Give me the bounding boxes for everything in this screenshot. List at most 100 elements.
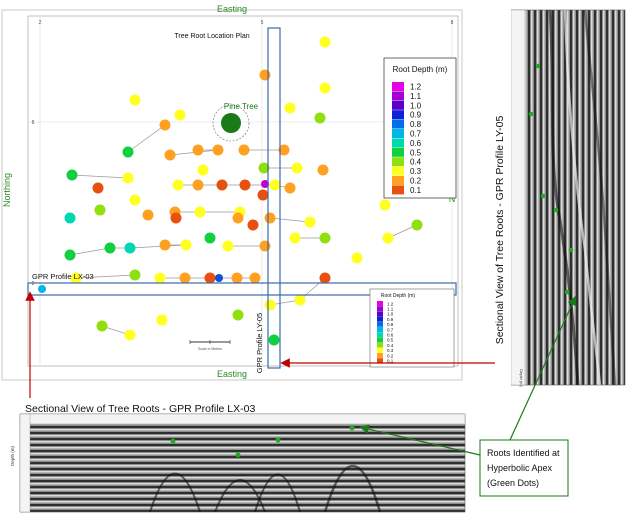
root-point: [197, 164, 209, 176]
root-apex-dot: [568, 247, 574, 253]
ly05-depth-label: Depth (m): [519, 369, 524, 387]
root-point: [268, 334, 280, 346]
legend-swatch: [377, 358, 383, 364]
root-points: [38, 36, 423, 346]
root-point: [94, 204, 106, 216]
root-point: [232, 309, 244, 321]
root-point: [179, 272, 191, 284]
root-point: [231, 272, 243, 284]
root-point: [215, 274, 223, 282]
root-point: [64, 212, 76, 224]
scale-caption: Scale in Meters: [198, 347, 222, 351]
legend-swatch: [377, 353, 383, 358]
connector-arrows: [25, 291, 577, 456]
root-apex-dot: [564, 289, 570, 295]
legend-swatch: [392, 147, 404, 157]
root-point: [64, 249, 76, 261]
lx03-section-title: Sectional View of Tree Roots - GPR Profi…: [25, 403, 255, 415]
root-point: [319, 36, 331, 48]
root-point: [70, 272, 82, 284]
lx03-section-panel: Sectional View of Tree Roots - GPR Profi…: [10, 403, 466, 513]
root-point: [142, 209, 154, 221]
root-point: [317, 164, 329, 176]
easting-bottom-label: Easting: [217, 369, 247, 379]
root-point: [129, 194, 141, 206]
root-point: [104, 242, 116, 254]
root-depth-legend: Root Depth (m) 1.21.11.00.90.80.70.60.50…: [383, 57, 457, 199]
root-apex-dot: [349, 425, 355, 431]
lx03-depth-label: Depth (m): [10, 446, 15, 467]
root-point: [291, 162, 303, 174]
legend-entry-label: 0.1: [387, 359, 394, 364]
root-point: [122, 146, 134, 158]
easting-top-label: Easting: [217, 4, 247, 14]
ly05-section-panel: Sectional View of Tree Roots - GPR Profi…: [491, 9, 626, 388]
root-point: [192, 144, 204, 156]
legend-entry-label: 0.8: [387, 322, 394, 327]
legend-swatch: [377, 327, 383, 332]
root-point: [257, 189, 269, 201]
scale-bar: [189, 340, 231, 344]
plan-title: Tree Root Location Plan: [174, 33, 249, 40]
legend-entry-label: 0.9: [410, 111, 422, 120]
root-point: [122, 172, 134, 184]
legend-entry-label: 1.0: [410, 101, 422, 110]
legend-entry-label: 0.3: [410, 167, 422, 176]
root-point: [194, 206, 206, 218]
legend-swatch: [377, 337, 383, 343]
legend-swatch: [392, 185, 404, 195]
root-apex-dot: [540, 193, 546, 199]
legend-entry-label: 1.1: [387, 307, 394, 312]
root-point: [319, 272, 331, 284]
root-apex-dot: [170, 438, 176, 444]
tick-label: 5: [261, 20, 264, 26]
root-point: [222, 240, 234, 252]
root-apex-dot: [553, 207, 559, 213]
root-apex-dot: [535, 63, 541, 69]
legend-swatch: [392, 138, 404, 148]
tick-label: 8: [32, 120, 35, 126]
legend-entry-label: 0.8: [410, 120, 422, 129]
root-apex-dot: [235, 452, 241, 458]
legend-entry-label: 0.4: [387, 343, 394, 348]
legend-entry-label: 1.0: [387, 312, 394, 317]
legend-swatch: [377, 332, 383, 338]
legend-entry-label: 0.6: [410, 139, 422, 148]
root-point: [269, 179, 281, 191]
root-point: [174, 109, 186, 121]
root-point: [258, 162, 270, 174]
root-point: [172, 179, 184, 191]
legend-swatch: [392, 129, 404, 138]
legend-entry-label: 0.7: [387, 327, 394, 332]
legend-swatch: [392, 119, 404, 129]
callout-line-1: Roots Identified at: [487, 448, 560, 458]
legend-entry-label: 1.2: [387, 301, 394, 306]
legend-entry-label: 0.7: [410, 130, 422, 139]
profile-ly05-box: [267, 27, 281, 369]
legend-swatch: [392, 82, 404, 91]
root-point: [204, 272, 216, 284]
legend-entry-label: 0.5: [410, 148, 422, 157]
legend-entry-label: 0.2: [410, 177, 422, 186]
root-point: [247, 219, 259, 231]
legend-entry-label: 0.5: [387, 338, 394, 343]
root-point: [351, 252, 363, 264]
legend-entry-label: 1.1: [410, 92, 422, 101]
root-point: [264, 212, 276, 224]
legend-swatch: [392, 100, 404, 110]
root-point: [124, 242, 136, 254]
legend-swatch: [377, 347, 383, 353]
pine-tree-label: Pine Tree: [224, 102, 259, 111]
root-point: [232, 212, 244, 224]
root-point: [204, 232, 216, 244]
root-point: [239, 179, 251, 191]
root-point: [264, 299, 276, 311]
root-point: [38, 285, 46, 293]
legend-entry-label: 0.2: [387, 353, 394, 358]
root-point: [319, 232, 331, 244]
root-point: [180, 239, 192, 251]
legend-entry-label: 1.2: [410, 83, 422, 92]
tick-label: 2: [32, 281, 35, 287]
legend-swatch: [377, 311, 383, 317]
northing-label: Northing: [2, 173, 12, 207]
